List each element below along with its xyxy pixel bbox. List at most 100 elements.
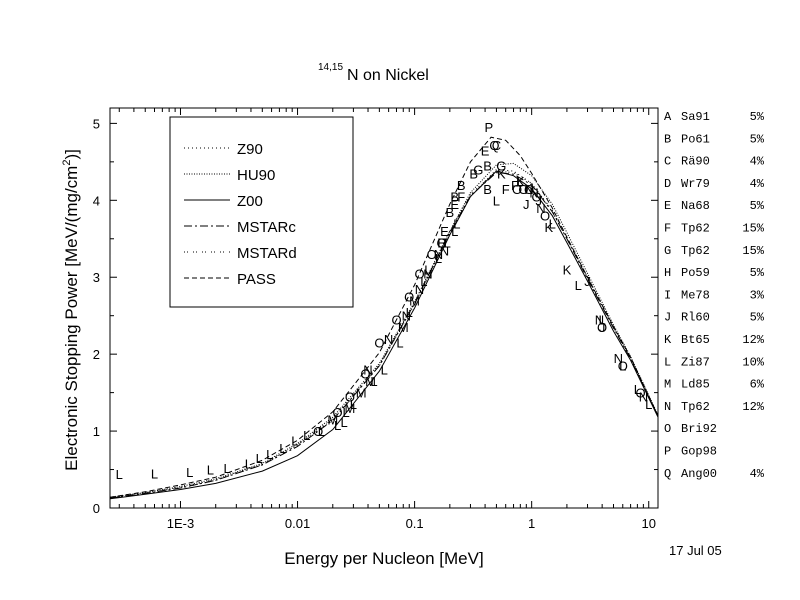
reference-code: P xyxy=(664,445,671,459)
reference-code: C xyxy=(664,155,671,169)
data-marker-n: N xyxy=(529,186,538,201)
reference-name: Me78 xyxy=(681,288,710,302)
data-marker-l: L xyxy=(279,441,286,456)
reference-error: 5% xyxy=(750,311,765,325)
y-tick-label: 0 xyxy=(93,501,100,516)
data-marker-l: L xyxy=(406,305,413,320)
data-marker-l: L xyxy=(207,463,214,478)
reference-error: 12% xyxy=(742,333,764,347)
data-marker-b: B xyxy=(483,159,492,174)
data-marker-l: L xyxy=(266,447,273,462)
reference-name: Gop98 xyxy=(681,445,717,459)
x-tick-label: 0.1 xyxy=(406,516,424,531)
data-marker-o: O xyxy=(374,336,384,351)
reference-name: Po61 xyxy=(681,132,710,146)
data-marker-l: L xyxy=(340,415,347,430)
data-marker-n: N xyxy=(536,201,545,216)
data-marker-e: E xyxy=(437,236,446,251)
data-marker-l: L xyxy=(444,236,451,251)
data-marker-l: L xyxy=(151,466,158,481)
reference-item: G Tp62 15% xyxy=(664,244,765,258)
data-marker-l: L xyxy=(116,467,123,482)
data-marker-o: O xyxy=(333,405,343,420)
reference-item: O Bri92 xyxy=(664,422,717,436)
reference-item: I Me78 3% xyxy=(664,288,765,302)
y-axis-label-main: Electronic Stopping Power [MeV/(mg/cm xyxy=(62,166,81,471)
data-marker-o: O xyxy=(437,236,447,251)
y-tick-label: 4 xyxy=(93,193,100,208)
data-marker-n: N xyxy=(595,313,604,328)
reference-code: J xyxy=(664,311,671,325)
y-tick-label: 3 xyxy=(93,270,100,285)
data-markers: L L L L L L L L LL L L L LLLLLLLLLLLLLLLLLLLLLOOOOOO… xyxy=(116,120,653,482)
data-marker-l: L xyxy=(598,313,605,328)
data-marker-l: L xyxy=(291,433,298,448)
reference-item: E Na68 5% xyxy=(664,199,765,213)
legend-label-mstarc: MSTARc xyxy=(237,219,296,236)
data-marker-o: O xyxy=(404,290,414,305)
reference-name: Na68 xyxy=(681,199,710,213)
reference-code: G xyxy=(664,244,671,258)
date-label: 17 Jul 05 xyxy=(669,543,722,558)
y-axis-label: Electronic Stopping Power [MeV/(mg/cm2)] xyxy=(61,149,81,471)
data-marker-e: E xyxy=(450,197,459,212)
data-marker-l: L xyxy=(223,461,230,476)
plot-frame xyxy=(109,107,659,509)
data-marker-m: M xyxy=(398,320,409,335)
reference-error: 4% xyxy=(750,155,765,169)
data-marker-o: O xyxy=(524,182,534,197)
legend-box xyxy=(169,116,354,308)
reference-name: Sa91 xyxy=(681,110,710,124)
data-marker-l: L xyxy=(645,397,652,412)
reference-error: 4% xyxy=(750,467,765,481)
reference-item: Q Ang00 4% xyxy=(664,467,765,481)
reference-name: Bri92 xyxy=(681,422,717,436)
legend-label-pass: PASS xyxy=(237,271,276,288)
data-marker-l: L xyxy=(424,263,431,278)
reference-item: D Wr79 4% xyxy=(664,177,765,191)
series-line-hu90 xyxy=(110,162,658,498)
data-marker-l: L xyxy=(334,418,341,433)
data-marker-j: J xyxy=(599,320,606,335)
data-marker-o: O xyxy=(414,266,424,281)
reference-code: E xyxy=(664,199,671,213)
axis-ticks: 1E-3 0.01 0.1 1 10 0 1 2 3 4 5 xyxy=(93,108,658,531)
reference-code: B xyxy=(664,132,671,146)
series-line-z00 xyxy=(110,170,658,500)
data-marker-k: K xyxy=(516,174,525,189)
data-marker-m: M xyxy=(327,413,338,428)
reference-item: H Po59 5% xyxy=(664,266,765,280)
data-marker-g: G xyxy=(473,163,483,178)
data-marker-b: B xyxy=(469,166,478,181)
reference-name: Zi87 xyxy=(681,355,710,369)
reference-item: A Sa91 5% xyxy=(664,110,765,124)
data-marker-o: O xyxy=(618,359,628,374)
data-marker-n: N xyxy=(415,282,424,297)
data-marker-n: N xyxy=(440,243,449,258)
reference-name: Tp62 xyxy=(681,244,710,258)
reference-error: 5% xyxy=(750,266,765,280)
data-marker-e: E xyxy=(481,143,490,158)
reference-error: 10% xyxy=(742,355,764,369)
data-marker-o: O xyxy=(345,390,355,405)
data-marker-l: L xyxy=(381,363,388,378)
reference-code: O xyxy=(664,422,671,436)
legend-label-hu90: HU90 xyxy=(237,167,275,184)
data-marker-n: N xyxy=(402,309,411,324)
reference-error: 3% xyxy=(750,288,765,302)
data-marker-l: L xyxy=(575,278,582,293)
y-tick-label: 5 xyxy=(93,116,100,131)
x-tick-label: 0.01 xyxy=(285,516,310,531)
data-marker-n: N xyxy=(384,332,393,347)
series-line-mstarc xyxy=(110,172,658,499)
data-marker-l: L xyxy=(493,193,500,208)
reference-error: 5% xyxy=(750,110,765,124)
data-marker-o: O xyxy=(597,320,607,335)
reference-item: B Po61 5% xyxy=(664,132,765,146)
reference-item: N Tp62 12% xyxy=(664,400,765,414)
legend-label-z00: Z00 xyxy=(237,193,263,210)
data-marker-j: J xyxy=(584,274,591,289)
reference-name: Rä90 xyxy=(681,155,710,169)
data-marker-n: N xyxy=(423,266,432,281)
